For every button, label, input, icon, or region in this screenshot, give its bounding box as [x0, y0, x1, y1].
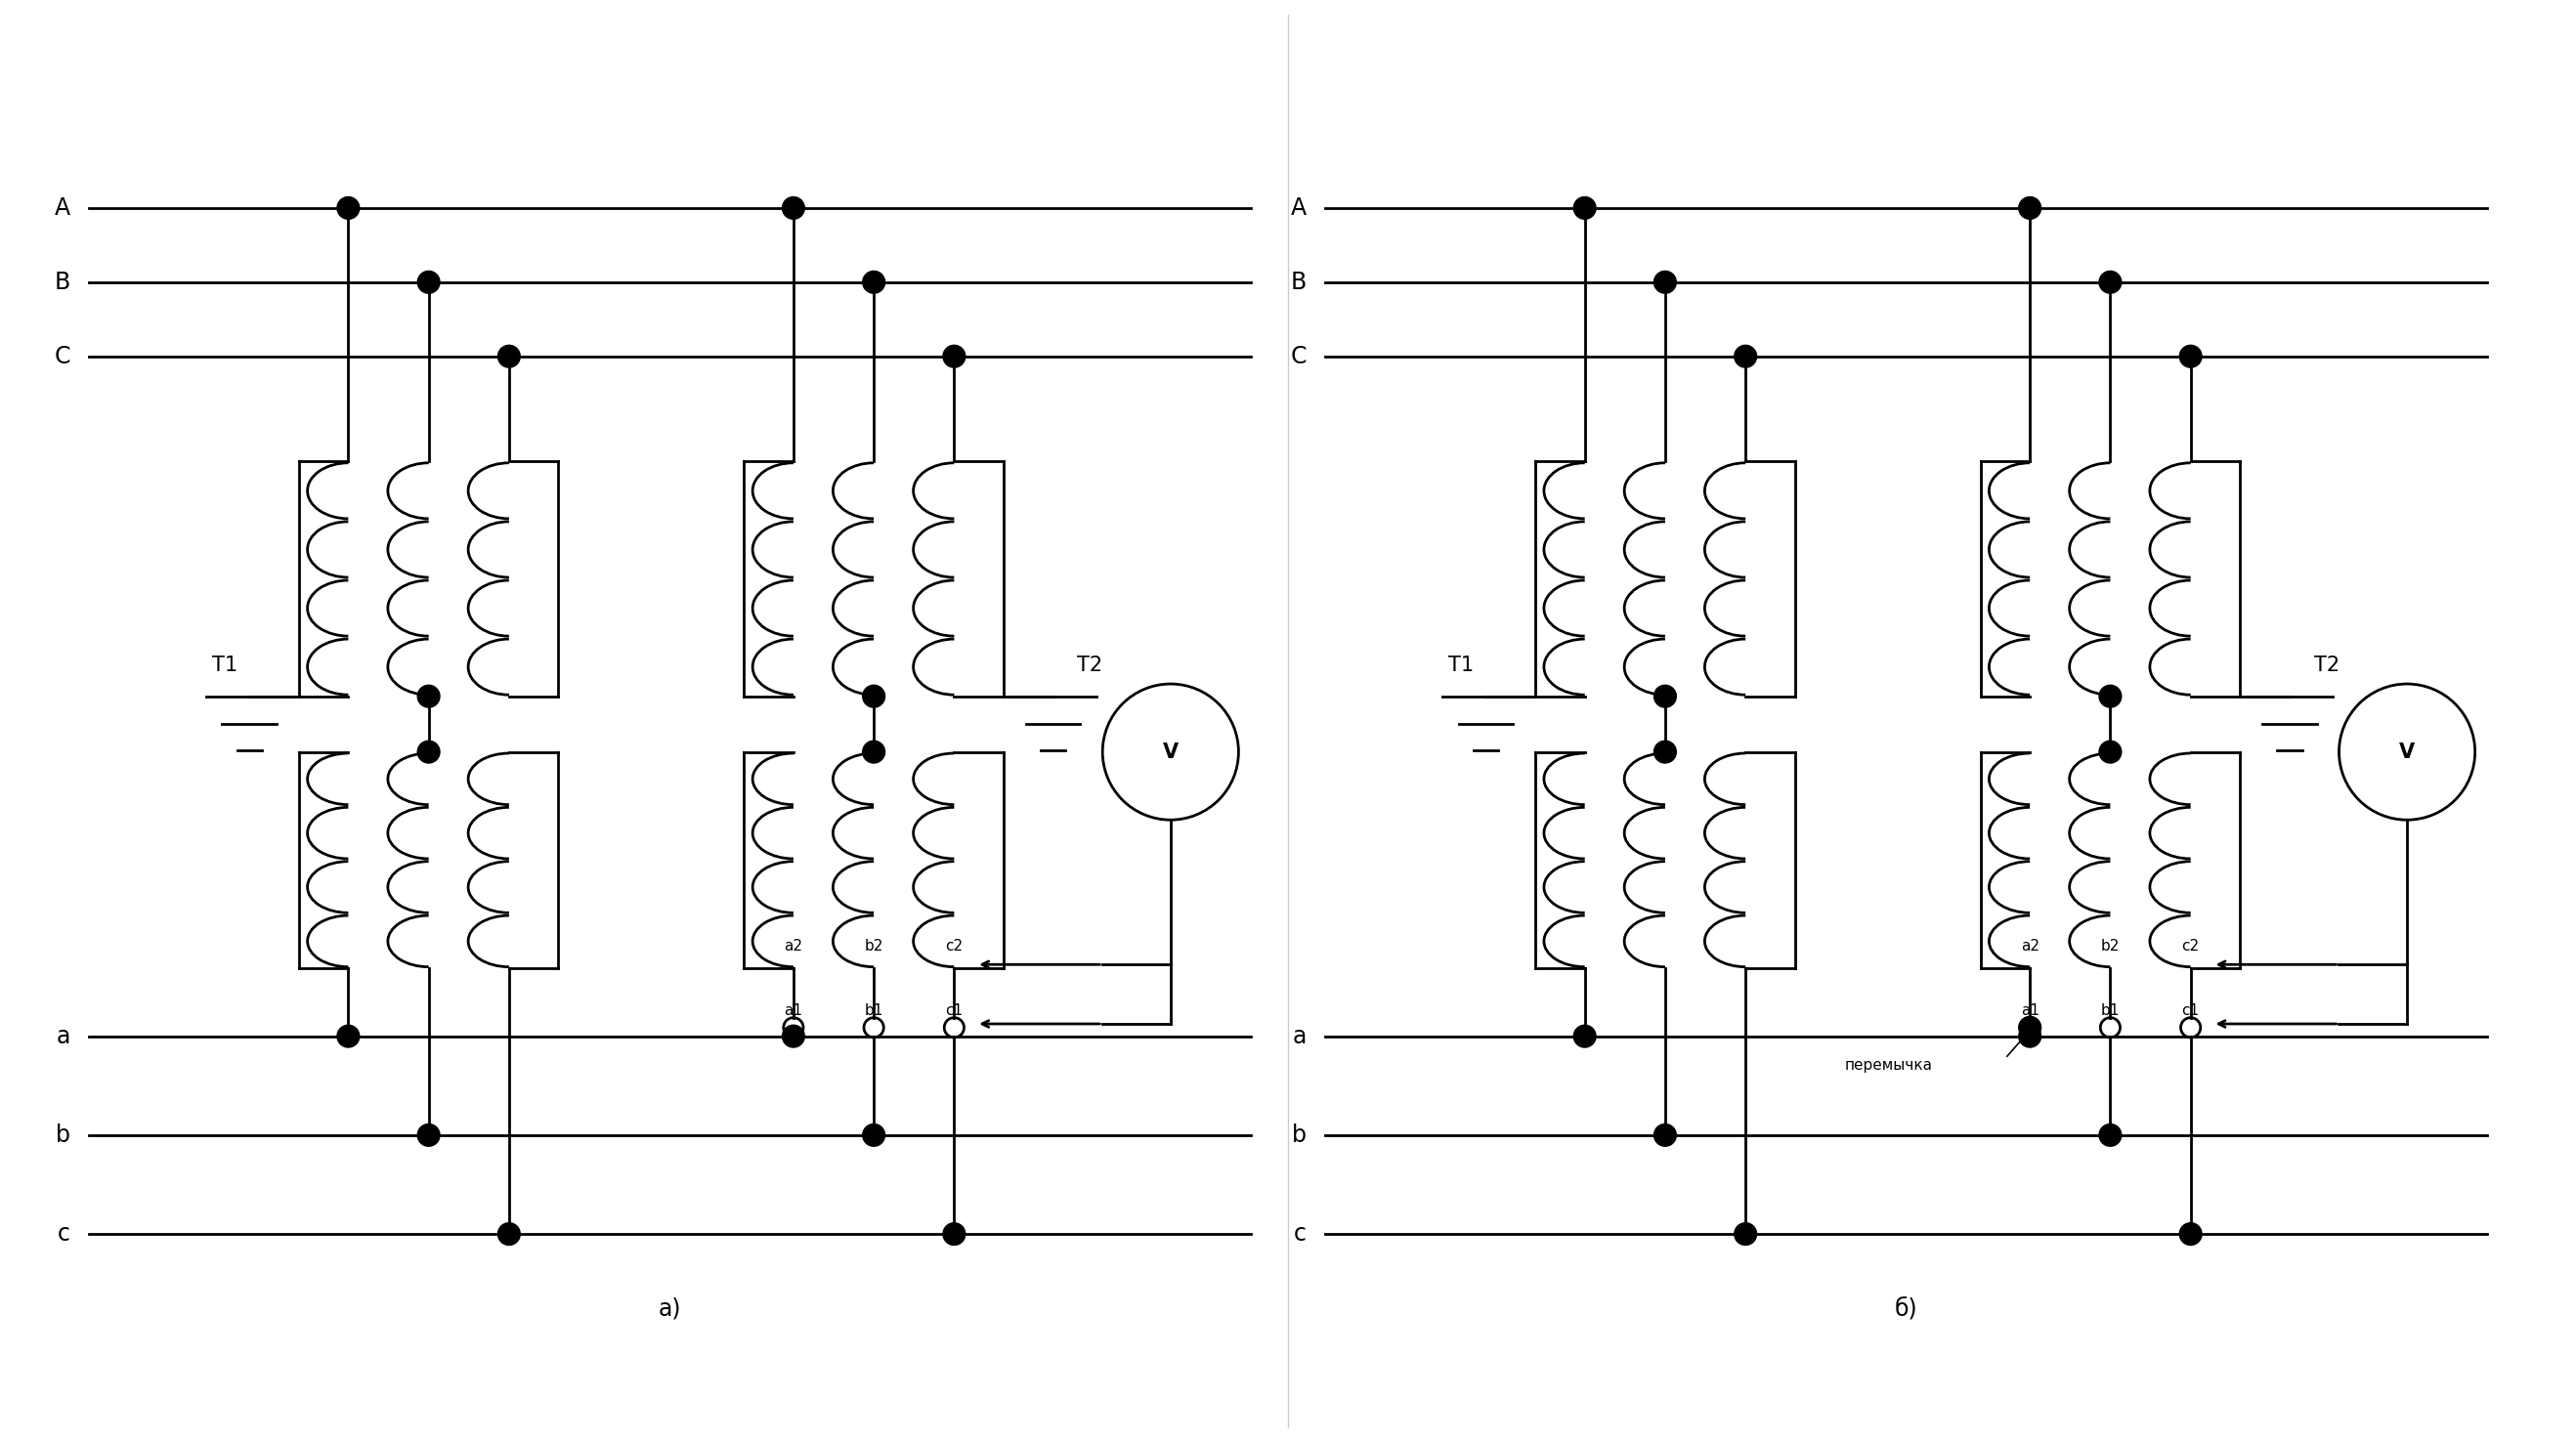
Circle shape	[1734, 1223, 1757, 1244]
Circle shape	[497, 1223, 520, 1244]
Circle shape	[2099, 741, 2123, 763]
Text: b: b	[1293, 1123, 1306, 1146]
Text: B: B	[54, 271, 70, 294]
Circle shape	[2020, 1017, 2040, 1038]
Text: C: C	[54, 345, 70, 368]
Text: c: c	[1293, 1223, 1306, 1246]
Circle shape	[497, 345, 520, 368]
Circle shape	[863, 685, 886, 708]
Text: a2: a2	[783, 939, 804, 953]
Text: c1: c1	[945, 1004, 963, 1018]
Circle shape	[783, 1018, 804, 1037]
Text: V: V	[2398, 743, 2414, 761]
Text: c2: c2	[2182, 939, 2200, 953]
Circle shape	[863, 1018, 884, 1037]
Text: a1: a1	[783, 1004, 804, 1018]
Circle shape	[1654, 1123, 1677, 1146]
Circle shape	[1734, 345, 1757, 368]
Text: a2: a2	[2020, 939, 2040, 953]
Text: перемычка: перемычка	[1844, 1058, 1932, 1073]
Text: V: V	[1162, 743, 1177, 761]
Text: C: C	[1291, 345, 1306, 368]
Text: T1: T1	[1448, 656, 1473, 675]
Circle shape	[2020, 198, 2040, 219]
Circle shape	[2020, 1018, 2040, 1037]
Text: б): б)	[1896, 1296, 1917, 1321]
Text: а): а)	[659, 1296, 680, 1321]
Circle shape	[1654, 271, 1677, 293]
Circle shape	[2182, 1018, 2200, 1037]
Text: b: b	[57, 1123, 70, 1146]
Circle shape	[417, 1123, 440, 1146]
Circle shape	[945, 1018, 963, 1037]
Text: a1: a1	[2020, 1004, 2040, 1018]
Text: A: A	[1291, 196, 1306, 219]
Circle shape	[2339, 684, 2476, 820]
Circle shape	[943, 345, 966, 368]
Text: b1: b1	[2102, 1004, 2120, 1018]
Circle shape	[417, 685, 440, 708]
Circle shape	[2179, 345, 2202, 368]
Circle shape	[863, 1123, 886, 1146]
Circle shape	[1654, 685, 1677, 708]
Circle shape	[1574, 1025, 1597, 1047]
Text: T2: T2	[2313, 656, 2339, 675]
Circle shape	[337, 1025, 361, 1047]
Text: c1: c1	[2182, 1004, 2200, 1018]
Circle shape	[1654, 741, 1677, 763]
Text: c2: c2	[945, 939, 963, 953]
Circle shape	[417, 271, 440, 293]
Circle shape	[2099, 271, 2123, 293]
Circle shape	[337, 198, 361, 219]
Text: b2: b2	[2102, 939, 2120, 953]
Text: a: a	[1293, 1024, 1306, 1048]
Circle shape	[2099, 1123, 2123, 1146]
Circle shape	[2099, 685, 2123, 708]
Circle shape	[2020, 1025, 2040, 1047]
Text: b1: b1	[866, 1004, 884, 1018]
Text: a: a	[57, 1024, 70, 1048]
Text: T1: T1	[211, 656, 237, 675]
Circle shape	[417, 741, 440, 763]
Circle shape	[783, 1025, 804, 1047]
Text: A: A	[54, 196, 70, 219]
Text: b2: b2	[866, 939, 884, 953]
Text: T2: T2	[1077, 656, 1103, 675]
Text: c: c	[57, 1223, 70, 1246]
Circle shape	[783, 198, 804, 219]
Circle shape	[863, 271, 886, 293]
Circle shape	[863, 741, 886, 763]
Circle shape	[2179, 1223, 2202, 1244]
Circle shape	[1103, 684, 1239, 820]
Text: B: B	[1291, 271, 1306, 294]
Circle shape	[1574, 198, 1597, 219]
Circle shape	[2099, 1018, 2120, 1037]
Circle shape	[943, 1223, 966, 1244]
